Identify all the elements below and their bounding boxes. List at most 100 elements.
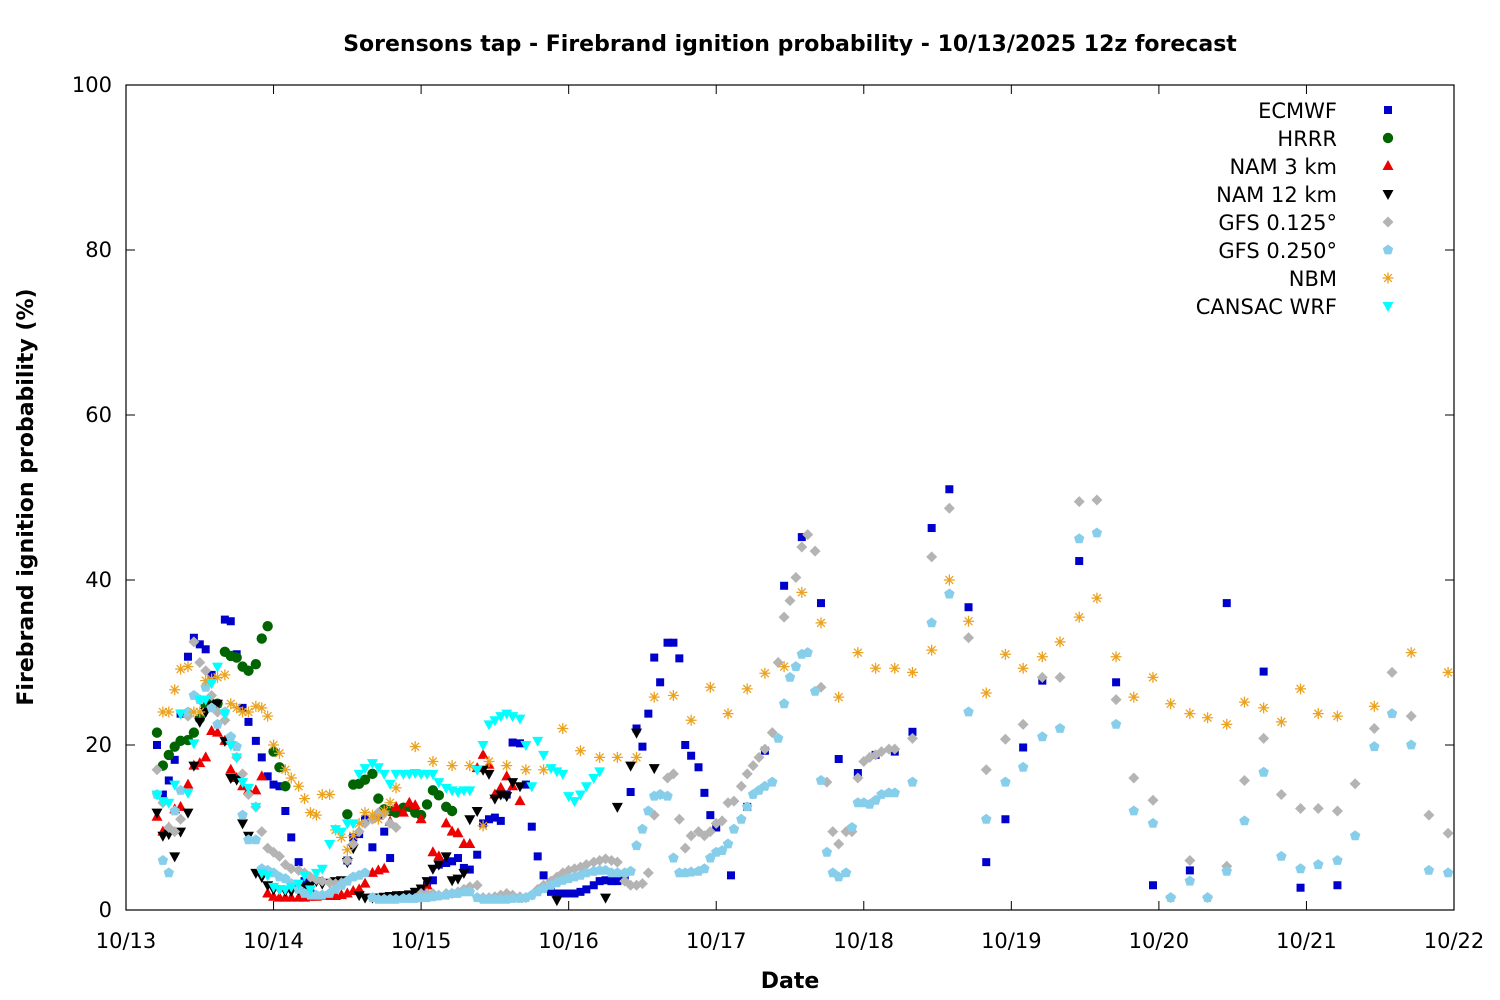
data-point [380, 827, 389, 836]
data-point [157, 855, 169, 865]
data-point [359, 774, 371, 785]
legend-item: HRRR [1277, 127, 1394, 151]
data-point [1442, 666, 1454, 678]
data-point [809, 545, 821, 557]
data-point [163, 706, 175, 718]
data-point [574, 790, 586, 801]
data-point [1185, 866, 1194, 875]
data-point [613, 877, 622, 886]
data-points [151, 485, 1454, 907]
data-point [359, 807, 371, 819]
data-point [256, 633, 267, 644]
y-axis-title: Firebrand ignition probability (%) [14, 288, 39, 705]
data-point [1221, 718, 1233, 730]
data-point [310, 868, 322, 879]
data-point [759, 780, 771, 791]
data-point [464, 886, 475, 897]
data-point [514, 795, 526, 806]
x-tick-label: 10/21 [1276, 929, 1337, 953]
data-point [816, 599, 825, 608]
data-point [501, 770, 513, 781]
data-point [390, 822, 402, 833]
data-point [465, 865, 474, 874]
data-point [495, 712, 507, 723]
data-point [821, 846, 833, 857]
data-point [251, 736, 260, 745]
data-point [206, 702, 217, 713]
data-point [427, 769, 439, 780]
data-point [687, 751, 696, 760]
data-point [188, 739, 200, 750]
data-point [1258, 732, 1270, 744]
data-point [1112, 678, 1121, 687]
data-point [341, 855, 353, 866]
data-point [840, 867, 852, 878]
data-point [654, 789, 666, 799]
data-point [163, 749, 174, 761]
data-point [220, 615, 229, 624]
data-point [263, 772, 272, 781]
data-point [1295, 863, 1306, 874]
data-point [409, 799, 421, 810]
data-point [170, 755, 179, 764]
data-point [576, 887, 585, 896]
data-point [151, 727, 163, 738]
chart-title: Sorensons tap - Firebrand ignition proba… [343, 32, 1237, 57]
legend-label: GFS 0.250° [1218, 239, 1337, 263]
legend-marker [1382, 216, 1394, 228]
data-point [237, 819, 249, 830]
data-point [1331, 805, 1343, 817]
data-point [183, 652, 192, 661]
data-point [582, 885, 591, 894]
data-point [1128, 691, 1140, 703]
data-point [557, 723, 569, 734]
data-point [285, 772, 297, 784]
data-point [595, 877, 604, 886]
data-point [1017, 662, 1029, 674]
data-point [1202, 892, 1213, 903]
data-point [637, 823, 648, 834]
data-point [304, 885, 316, 896]
data-point [741, 768, 753, 780]
data-point [656, 678, 665, 687]
legend-item: NAM 12 km [1216, 183, 1394, 207]
data-point [495, 781, 507, 792]
data-point [316, 789, 328, 800]
data-point [564, 889, 573, 898]
data-point [612, 867, 623, 878]
data-point [631, 840, 642, 851]
data-point [452, 827, 464, 838]
data-point [169, 684, 181, 696]
data-point [1075, 557, 1084, 566]
data-point [784, 671, 796, 682]
data-point [625, 879, 637, 891]
data-point [1238, 696, 1250, 708]
data-point [999, 648, 1011, 660]
data-point [1128, 772, 1140, 784]
data-point [663, 638, 672, 647]
data-point [981, 813, 992, 824]
data-point [852, 647, 864, 659]
legend-marker [1382, 244, 1394, 255]
data-point [870, 662, 882, 674]
data-point [675, 654, 684, 663]
data-point [294, 858, 303, 867]
data-point [231, 702, 243, 714]
data-point [741, 683, 753, 695]
data-point [454, 854, 462, 863]
data-point [390, 800, 402, 811]
data-point [194, 657, 206, 668]
data-point [243, 834, 254, 845]
data-point [1036, 671, 1048, 683]
data-point [195, 640, 204, 649]
data-point [316, 875, 328, 887]
data-point [1312, 803, 1324, 815]
legend-label: NAM 3 km [1229, 155, 1337, 179]
data-point [827, 826, 839, 838]
data-point [280, 781, 291, 792]
y-tick-label: 40 [85, 568, 112, 592]
data-point [211, 699, 223, 710]
data-point [943, 574, 955, 586]
data-point [644, 709, 653, 718]
data-point [833, 838, 845, 850]
